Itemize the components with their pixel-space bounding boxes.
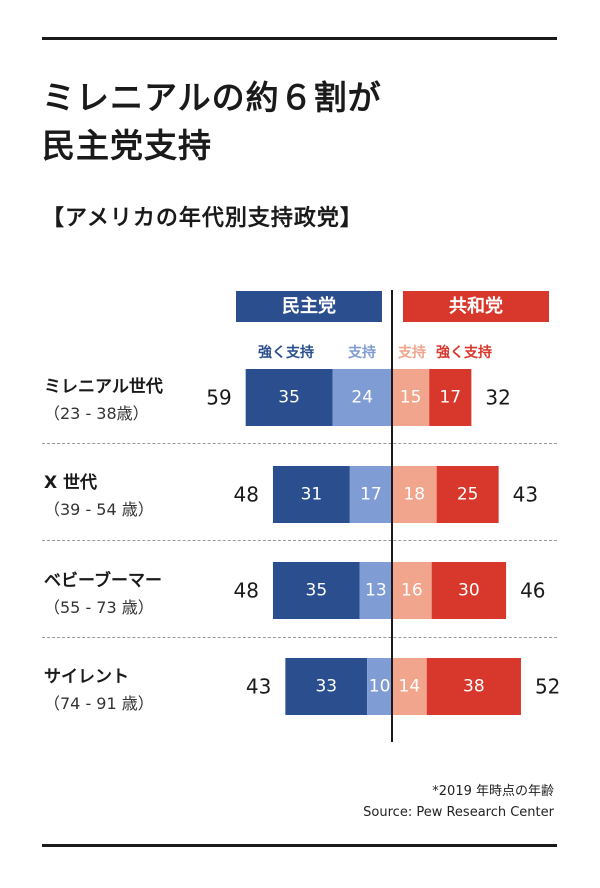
page-title: ミレニアルの約６割が 民主党支持 xyxy=(42,74,382,170)
category-age-gen-x: （39 - 54 歳） xyxy=(44,500,154,519)
legend-rep-strong: 強く支持 xyxy=(436,345,492,361)
bar-label-dem-lean-gen-x: 17 xyxy=(360,485,382,505)
bar-dem-lean-boomer xyxy=(359,562,392,619)
bar-label-dem-strong-silent: 33 xyxy=(315,677,337,697)
legend-rep-lean: 支持 xyxy=(398,345,426,361)
bar-label-rep-strong-gen-x: 25 xyxy=(457,485,479,505)
bar-rep-lean-millennial xyxy=(392,369,430,426)
bar-dem-lean-gen-x xyxy=(349,466,392,523)
bar-dem-strong-silent xyxy=(285,658,368,715)
footnote: *2019 年時点の年齢 xyxy=(432,784,554,799)
bar-rep-lean-gen-x xyxy=(392,466,437,523)
row-separator xyxy=(42,443,557,444)
bar-label-rep-strong-silent: 38 xyxy=(463,677,485,697)
bar-label-rep-strong-boomer: 30 xyxy=(458,581,480,601)
bar-dem-strong-millennial xyxy=(245,369,333,426)
chart-subtitle: 【アメリカの年代別支持政党】 xyxy=(42,206,363,231)
bottom-rule xyxy=(42,844,557,847)
bar-label-dem-lean-silent: 10 xyxy=(369,677,391,697)
legend-dem-strong: 強く支持 xyxy=(258,345,314,361)
rep-total-boomer: 46 xyxy=(520,579,545,603)
bar-label-rep-lean-silent: 14 xyxy=(399,677,421,697)
legend-dem-lean: 支持 xyxy=(348,345,376,361)
party-label-republican: 共和党 xyxy=(403,291,549,322)
bar-rep-strong-boomer xyxy=(431,562,507,619)
source-credit: Source: Pew Research Center xyxy=(363,805,554,820)
dem-total-silent: 43 xyxy=(246,675,271,699)
bar-dem-strong-boomer xyxy=(272,562,360,619)
category-label-gen-x: X 世代 xyxy=(44,473,98,493)
bar-label-rep-lean-boomer: 16 xyxy=(401,581,423,601)
bar-rep-lean-boomer xyxy=(392,562,432,619)
category-age-boomer: （55 - 73 歳） xyxy=(44,598,154,617)
rep-total-millennial: 32 xyxy=(485,386,510,410)
dem-total-millennial: 59 xyxy=(206,386,231,410)
center-axis-line xyxy=(391,290,393,742)
bar-label-rep-lean-millennial: 15 xyxy=(400,388,422,408)
bar-rep-strong-silent xyxy=(426,658,521,715)
dem-total-boomer: 48 xyxy=(234,579,259,603)
bar-dem-lean-silent xyxy=(367,658,392,715)
title-line-2: 民主党支持 xyxy=(42,126,212,165)
category-label-boomer: ベビーブーマー xyxy=(44,571,162,591)
category-age-silent: （74 - 91 歳） xyxy=(44,694,154,713)
bar-rep-strong-gen-x xyxy=(436,466,499,523)
bar-label-dem-strong-gen-x: 31 xyxy=(301,485,323,505)
row-separator xyxy=(42,540,557,541)
category-label-silent: サイレント xyxy=(44,667,129,687)
bar-dem-lean-millennial xyxy=(332,369,392,426)
rep-total-silent: 52 xyxy=(535,675,560,699)
top-rule xyxy=(42,37,557,40)
category-age-millennial: （23 - 38歳） xyxy=(44,404,149,423)
category-label-millennial: ミレニアル世代 xyxy=(44,377,163,397)
row-separator xyxy=(42,637,557,638)
dem-total-gen-x: 48 xyxy=(234,483,259,507)
rep-total-gen-x: 43 xyxy=(513,483,538,507)
bar-rep-strong-millennial xyxy=(429,369,472,426)
bar-label-rep-strong-millennial: 17 xyxy=(439,388,461,408)
bar-label-dem-strong-millennial: 35 xyxy=(278,388,300,408)
party-label-democrat: 民主党 xyxy=(236,291,382,322)
bar-rep-lean-silent xyxy=(392,658,427,715)
bar-dem-strong-gen-x xyxy=(272,466,350,523)
title-line-1: ミレニアルの約６割が xyxy=(42,78,382,117)
bar-label-dem-lean-boomer: 13 xyxy=(365,581,387,601)
bar-label-rep-lean-gen-x: 18 xyxy=(403,485,425,505)
bar-label-dem-strong-boomer: 35 xyxy=(306,581,328,601)
bar-label-dem-lean-millennial: 24 xyxy=(351,388,373,408)
